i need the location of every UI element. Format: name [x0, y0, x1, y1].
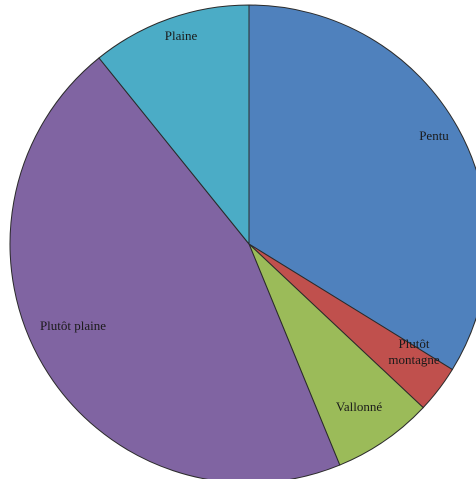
- pie-slice-plaine: [98, 4, 250, 246]
- data-label-vallonne: Vallonné: [336, 399, 382, 414]
- data-label-plutot-plaine: Plutôt plaine: [40, 318, 106, 333]
- slices-layer: [9, 4, 476, 484]
- labels-layer: Pentu Plutôt montagne Vallonné Plutôt plaine…: [40, 28, 449, 414]
- data-label-plutot-montagne: Plutôt montagne: [388, 336, 439, 367]
- data-label-plaine: Plaine: [165, 28, 198, 43]
- data-label-pentu: Pentu: [419, 128, 449, 143]
- pie-slice-pentu: [248, 4, 476, 371]
